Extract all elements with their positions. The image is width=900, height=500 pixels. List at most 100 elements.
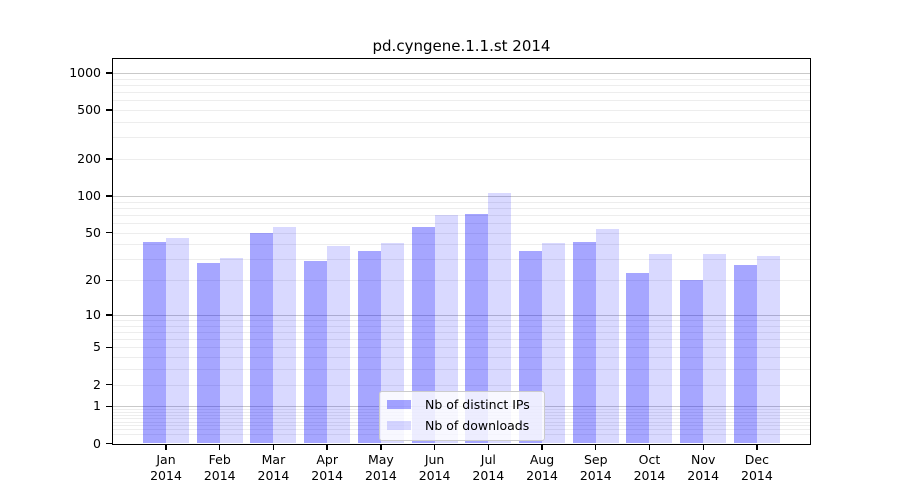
x-tick-label-aug: Aug 2014 (514, 452, 570, 483)
x-tick-month: Dec (744, 452, 769, 467)
y-tick-label: 2 (93, 376, 101, 392)
bar-nov-series0 (680, 280, 704, 444)
x-tick-mark (648, 445, 651, 450)
x-tick-month: Jul (480, 452, 496, 467)
gridline-minor (113, 223, 810, 224)
x-tick-label-nov: Nov 2014 (675, 452, 731, 483)
bar-sep-series1 (595, 228, 619, 444)
y-tick-label: 1000 (69, 64, 101, 80)
gridline-minor (113, 214, 810, 216)
y-tick-mark (106, 109, 112, 111)
y-tick-label: 0 (93, 435, 101, 451)
gridline-minor (113, 137, 810, 139)
x-tick-mark (541, 445, 543, 450)
bar-jun-series1 (434, 214, 458, 444)
gridline-minor (113, 357, 810, 359)
x-tick-mark (380, 445, 382, 450)
bar-apr-series0 (304, 261, 328, 444)
x-tick-month: Jan (156, 452, 176, 467)
x-tick-mark (165, 445, 167, 450)
y-tick-label: 50 (85, 224, 101, 240)
x-tick-year: 2014 (418, 467, 451, 483)
y-tick-mark (106, 442, 112, 445)
x-tick-month: Oct (638, 452, 661, 467)
bar-jan-series1 (166, 238, 189, 444)
bar-mar-series0 (250, 232, 274, 444)
gridline-minor (113, 325, 810, 327)
gridline-minor (113, 244, 810, 246)
x-tick-month: May (367, 452, 394, 467)
bar-feb-series0 (196, 262, 220, 444)
x-tick-year: 2014 (579, 467, 612, 483)
bar-nov-series1 (703, 254, 727, 444)
y-tick-label: 20 (85, 272, 101, 288)
y-tick-mark (106, 405, 112, 407)
x-tick-year: 2014 (472, 467, 505, 483)
x-tick-label-jul: Jul 2014 (460, 452, 516, 483)
y-tick-mark (106, 72, 112, 74)
gridline-minor (113, 122, 810, 123)
x-tick-mark (326, 445, 328, 450)
y-tick-mark (106, 231, 112, 234)
gridline-major (113, 195, 810, 197)
x-tick-mark (219, 445, 221, 450)
x-tick-year: 2014 (311, 467, 344, 483)
x-tick-mark (433, 445, 436, 450)
x-tick-mark (756, 445, 758, 450)
x-tick-label-feb: Feb 2014 (192, 452, 248, 483)
gridline-minor (113, 92, 810, 94)
x-tick-year: 2014 (526, 467, 558, 483)
legend-label-series1: Nb of downloads (425, 418, 530, 433)
bar-dec-series0 (733, 264, 757, 444)
x-tick-year: 2014 (257, 467, 290, 483)
x-tick-label-sep: Sep 2014 (568, 452, 624, 483)
y-tick-mark (106, 158, 112, 160)
bar-oct-series1 (649, 254, 673, 444)
x-tick-month: Mar (261, 452, 286, 467)
x-tick-month: Apr (316, 452, 338, 467)
x-tick-year: 2014 (741, 467, 773, 483)
bar-feb-series1 (219, 257, 243, 444)
x-tick-month: Jun (424, 452, 445, 467)
gridline-minor (113, 78, 810, 80)
bar-jun-series0 (411, 226, 435, 444)
x-tick-month: Sep (583, 452, 608, 467)
bar-jul-series1 (488, 193, 512, 444)
bar-jan-series0 (143, 241, 166, 444)
gridline-minor (113, 110, 810, 112)
x-tick-label-oct: Oct 2014 (621, 452, 677, 483)
plot-frame (112, 58, 811, 445)
gridline-minor (113, 320, 810, 321)
x-tick-label-jan: Jan 2014 (138, 452, 194, 483)
x-tick-month: Aug (529, 452, 555, 467)
x-tick-label-jun: Jun 2014 (407, 452, 463, 483)
y-tick-mark (106, 314, 112, 316)
gridline-minor (113, 347, 810, 349)
bar-mar-series1 (273, 226, 297, 444)
y-tick-mark (106, 279, 112, 281)
gridline-minor (113, 100, 810, 102)
x-tick-month: Nov (690, 452, 716, 467)
legend-item: Nb of distinct IPs (380, 394, 544, 415)
y-tick-mark (106, 346, 112, 349)
x-tick-year: 2014 (150, 467, 182, 483)
bar-oct-series0 (626, 273, 650, 444)
plot-area (113, 59, 810, 444)
x-tick-month: Feb (208, 452, 231, 467)
legend: Nb of distinct IPs Nb of downloads (379, 391, 545, 441)
x-tick-mark (487, 445, 489, 450)
legend-swatch-series1 (387, 421, 411, 430)
gridline-major (113, 72, 810, 74)
gridline-minor (113, 259, 810, 261)
gridline-minor (113, 201, 810, 203)
gridline-major (113, 314, 810, 316)
gridline-minor (113, 280, 810, 282)
legend-label-series0: Nb of distinct IPs (425, 397, 530, 412)
gridline-minor (113, 207, 810, 209)
y-tick-label: 5 (93, 339, 101, 355)
y-tick-label: 200 (77, 151, 101, 167)
y-tick-label: 100 (77, 187, 101, 203)
x-tick-year: 2014 (687, 467, 720, 483)
x-tick-label-mar: Mar 2014 (245, 452, 301, 483)
